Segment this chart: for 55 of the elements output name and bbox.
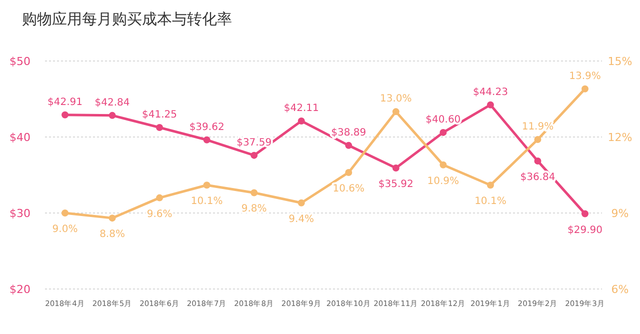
point [582, 85, 588, 92]
data-label: $44.23 [472, 86, 508, 98]
chart-title: 购物应用每月购买成本与转化率 [22, 10, 232, 28]
y2-tick-label: 15% [608, 55, 632, 68]
y-tick-label: $30 [10, 207, 30, 220]
point [298, 117, 305, 124]
data-label: $41.25 [142, 110, 178, 120]
data-label: $39.62 [189, 122, 224, 133]
data-label: $37.59 [236, 137, 272, 148]
point [203, 182, 210, 189]
data-label: $42.91 [48, 96, 82, 108]
y-tick-label: $50 [10, 55, 30, 68]
data-label: 10.9% [427, 176, 460, 187]
point [486, 101, 494, 108]
point [62, 210, 68, 216]
point [582, 210, 588, 218]
data-label: 13.0% [380, 94, 412, 105]
point [392, 164, 400, 172]
point [534, 136, 542, 144]
data-label: 10.6% [332, 183, 365, 194]
data-label: $42.11 [284, 102, 319, 114]
point [440, 128, 447, 136]
data-label: $42.84 [94, 97, 130, 108]
data-label: $40.60 [426, 114, 461, 126]
data-label: 8.8% [100, 229, 125, 240]
y2-tick-label: 6% [611, 283, 629, 296]
y2-tick-label: 12% [608, 131, 632, 144]
point [440, 161, 447, 168]
point [156, 124, 164, 131]
point [345, 142, 352, 149]
point [486, 182, 494, 189]
point [156, 194, 164, 202]
y-tick-label: $20 [10, 283, 30, 296]
point [203, 136, 210, 144]
data-label: $29.90 [568, 224, 602, 236]
point [108, 112, 116, 119]
point [298, 199, 305, 206]
point [250, 152, 258, 159]
data-label: 9.4% [288, 214, 314, 225]
point [62, 111, 68, 118]
y-tick-label: $40 [10, 131, 30, 144]
point [250, 189, 258, 196]
data-label: $38.89 [331, 127, 366, 138]
data-label: 10.1% [474, 196, 506, 208]
data-label: $35.92 [378, 179, 414, 190]
point [345, 168, 352, 176]
data-label: 13.9% [569, 70, 601, 82]
point [534, 158, 542, 165]
data-label: 9.0% [52, 224, 78, 235]
point [108, 214, 116, 222]
y2-tick-label: 9% [611, 207, 629, 220]
data-label: 9.8% [241, 204, 267, 215]
data-label: 9.6% [146, 208, 172, 220]
data-label: 10.1% [190, 196, 223, 208]
point [392, 108, 400, 116]
